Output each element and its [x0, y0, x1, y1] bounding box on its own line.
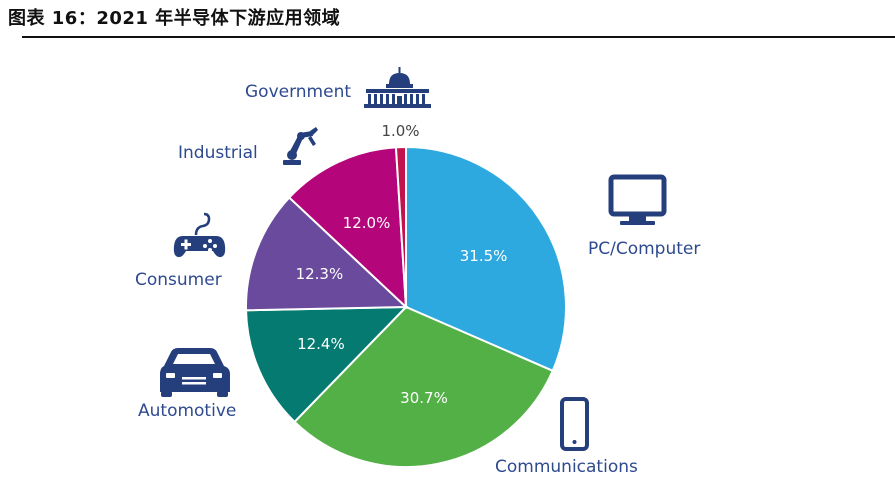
smartphone-icon [560, 397, 589, 451]
pie-slices [245, 145, 567, 468]
percent-labels: 31.5% 30.7% 12.4% 12.3% 12.0% 1.0% [296, 122, 508, 407]
pie-slice-government [394, 145, 407, 308]
label-industrial: Industrial [178, 143, 258, 163]
percent-label-government: 1.0% [381, 122, 419, 140]
pie-slice-industrial [287, 146, 408, 310]
label-government: Government [245, 82, 351, 102]
robot-arm-icon [283, 127, 318, 165]
capitol-icon [364, 67, 431, 108]
pie-slice-consumer [245, 196, 409, 312]
gamepad-icon [173, 212, 226, 258]
monitor-icon [608, 174, 667, 225]
label-automotive: Automotive [138, 401, 236, 421]
pie-slice-communications [293, 305, 555, 468]
percent-label-communications: 30.7% [400, 389, 448, 407]
percent-label-pc-computer: 31.5% [460, 247, 508, 265]
pie-slice-pc-computer [405, 145, 567, 373]
percent-label-industrial: 12.0% [343, 214, 391, 232]
label-consumer: Consumer [135, 270, 222, 290]
chart-title: 图表 16：2021 年半导体下游应用领域 [8, 8, 341, 29]
percent-label-automotive: 12.4% [297, 335, 345, 353]
percent-label-consumer: 12.3% [296, 265, 344, 283]
label-pc-computer: PC/Computer [588, 239, 700, 259]
car-icon [160, 348, 230, 397]
title-divider [22, 36, 895, 38]
label-communications: Communications [495, 457, 638, 477]
pie-slice-automotive [245, 305, 409, 424]
